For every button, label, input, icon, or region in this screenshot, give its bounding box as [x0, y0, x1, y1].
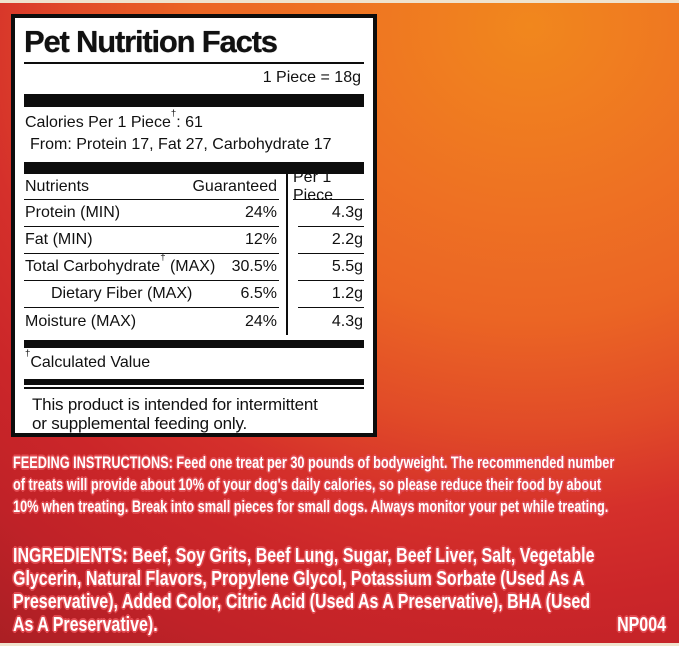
ingredients-line: Glycerin, Natural Flavors, Propylene Gly… — [13, 568, 585, 590]
feeding-instructions-line: 10% when treating. Break into small piec… — [13, 497, 609, 516]
feeding-instructions: FEEDING INSTRUCTIONS: Feed one treat per… — [13, 452, 666, 518]
per-piece-value: 4.3g — [331, 312, 363, 330]
guaranteed-value: 24% — [244, 312, 277, 330]
separator-bar-thick — [24, 162, 364, 174]
nutrient-name: Dietary Fiber (MAX) — [51, 285, 193, 302]
calories-line: Calories Per 1 Piece†: 61 — [25, 107, 203, 131]
ingredients-list: INGREDIENTS: Beef, Soy Grits, Beef Lung,… — [13, 545, 666, 637]
col-header-nutrients: Nutrients — [25, 177, 90, 195]
calories-block: Calories Per 1 Piece†: 61 From: Protein … — [24, 107, 364, 162]
per-piece-value: 1.2g — [331, 285, 363, 302]
ingredients-line: Preservative), Added Color, Citric Acid … — [13, 591, 591, 613]
feeding-statement-line2: or supplemental feeding only. — [32, 414, 248, 433]
guaranteed-value: 12% — [244, 231, 277, 248]
table-row: Protein (MIN) 24% 4.3g — [24, 200, 364, 227]
table-row: Dietary Fiber (MAX) 6.5% 1.2g — [24, 281, 364, 308]
per-piece-value: 5.5g — [331, 258, 363, 275]
serving-size: 1 Piece = 18g — [262, 69, 361, 86]
per-piece-value: 2.2g — [331, 231, 363, 248]
nutrition-facts-panel: Pet Nutrition Facts 1 Piece = 18g Calori… — [11, 14, 377, 437]
ingredients-line: As A Preservative). — [13, 614, 158, 636]
product-code: NP004 — [617, 614, 666, 636]
nutrient-name: Fat (MIN) — [25, 231, 93, 248]
title-rule — [24, 62, 364, 64]
ingredients-line: INGREDIENTS: Beef, Soy Grits, Beef Lung,… — [13, 545, 595, 567]
feeding-instructions-line: FEEDING INSTRUCTIONS: Feed one treat per… — [13, 453, 615, 472]
separator-bar-medium — [24, 340, 364, 348]
col-header-per-piece: Per 1 Piece — [293, 168, 334, 204]
guaranteed-value: 30.5% — [231, 258, 277, 275]
table-row: Fat (MIN) 12% 2.2g — [24, 227, 364, 254]
col-header-guaranteed: Guaranteed — [192, 177, 277, 195]
separator-bar-thick — [24, 94, 364, 107]
table-row: Moisture (MAX) 24% 4.3g — [24, 308, 364, 335]
guaranteed-value: 6.5% — [240, 285, 277, 302]
per-piece-value: 4.3g — [331, 204, 363, 221]
feeding-statement: This product is intended for intermitten… — [24, 389, 364, 433]
calculated-value-footnote: †Calculated Value — [25, 347, 151, 371]
panel-title: Pet Nutrition Facts — [24, 24, 278, 59]
nutrient-name: Total Carbohydrate† (MAX) — [25, 251, 216, 275]
bottom-edge-highlight — [0, 643, 679, 646]
double-rule — [24, 379, 364, 389]
nutrient-name: Moisture (MAX) — [25, 312, 137, 330]
feeding-instructions-line: of treats will provide about 10% of your… — [13, 475, 602, 494]
table-row: Total Carbohydrate† (MAX) 30.5% 5.5g — [24, 251, 364, 281]
top-edge-highlight — [0, 0, 679, 3]
feeding-statement-line1: This product is intended for intermitten… — [32, 395, 318, 414]
guaranteed-value: 24% — [244, 204, 277, 221]
calories-from-line: From: Protein 17, Fat 27, Carbohydrate 1… — [30, 136, 332, 153]
table-header-row: Nutrients Guaranteed Per 1 Piece — [24, 169, 364, 204]
nutrient-name: Protein (MIN) — [25, 204, 121, 221]
